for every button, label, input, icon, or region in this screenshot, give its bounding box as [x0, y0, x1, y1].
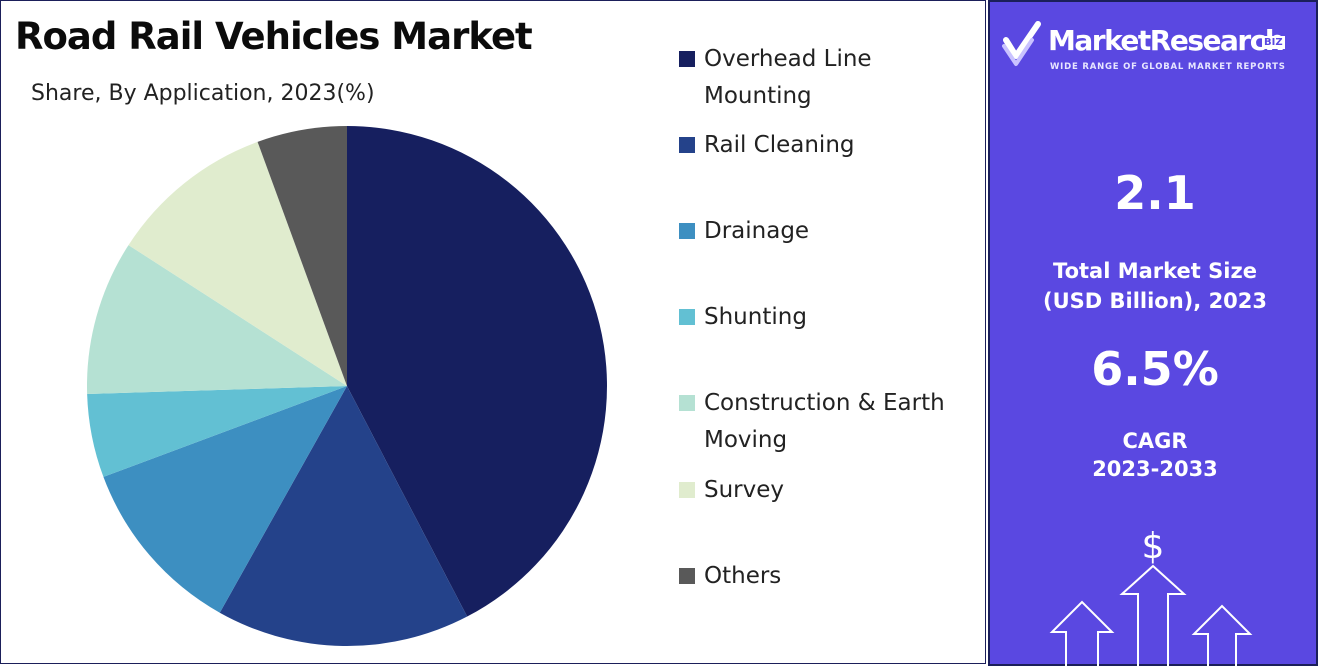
market-size-value: 2.1: [1114, 166, 1196, 220]
legend-item-overhead-line-mounting: Overhead Line Mounting: [679, 41, 976, 115]
cagr-value: 6.5%: [1091, 342, 1219, 396]
logo-text: MarketResearch: [1048, 24, 1285, 57]
chart-subtitle: Share, By Application, 2023(%): [31, 81, 375, 106]
legend-item-shunting: Shunting: [679, 299, 976, 336]
cagr-caption-line2: 2023-2033: [1092, 457, 1218, 481]
logo-biz-badge: BIZ: [1262, 36, 1285, 49]
pie-slice-construction-earth-moving: [87, 245, 348, 395]
legend-label: Shunting: [704, 304, 807, 330]
market-size-caption-line2: (USD Billion), 2023: [1042, 289, 1268, 313]
pie-slice-drainage: [103, 386, 348, 613]
brand-logo: MarketResearch BIZ WIDE RANGE OF GLOBAL …: [1000, 18, 1312, 78]
pie-slice-survey: [128, 141, 347, 386]
logo-tagline: WIDE RANGE OF GLOBAL MARKET REPORTS: [1050, 62, 1286, 72]
legend-item-rail-cleaning: Rail Cleaning: [679, 127, 976, 164]
legend-label: Drainage: [704, 218, 810, 244]
legend-label: Construction & Earth Moving: [704, 390, 945, 453]
legend-item-drainage: Drainage: [679, 213, 976, 250]
market-size-caption-line1: Total Market Size: [1053, 259, 1257, 283]
legend-swatch: [679, 568, 695, 584]
legend-item-survey: Survey: [679, 472, 976, 509]
legend-swatch: [679, 395, 695, 411]
legend-label: Survey: [704, 477, 785, 503]
chart-panel: Road Rail Vehicles Market Share, By Appl…: [0, 0, 986, 664]
legend-label: Others: [704, 563, 782, 589]
chart-title: Road Rail Vehicles Market: [15, 15, 533, 58]
pie-chart: [87, 126, 607, 647]
legend-swatch: [679, 482, 695, 498]
legend-swatch: [679, 137, 695, 153]
dollar-sign: $: [1142, 526, 1165, 567]
legend-swatch: [679, 309, 695, 325]
legend-item-others: Others: [679, 558, 976, 595]
legend-label: Overhead Line Mounting: [704, 46, 872, 109]
legend-swatch: [679, 51, 695, 67]
pie-slice-overhead-line-mounting: [347, 126, 607, 617]
pie-slice-shunting: [87, 386, 347, 477]
legend-label: Rail Cleaning: [704, 132, 855, 158]
rising-arrows-icon: $: [1049, 526, 1253, 668]
legend-swatch: [679, 223, 695, 239]
legend-item-construction-earth-moving: Construction & Earth Moving: [679, 385, 976, 459]
cagr-caption-line1: CAGR: [1122, 429, 1188, 453]
pie-slice-others: [257, 126, 347, 386]
checkmark-logo-icon: [1002, 21, 1041, 66]
pie-slice-rail-cleaning: [219, 386, 468, 647]
summary-panel: MarketResearch BIZ WIDE RANGE OF GLOBAL …: [988, 0, 1318, 668]
